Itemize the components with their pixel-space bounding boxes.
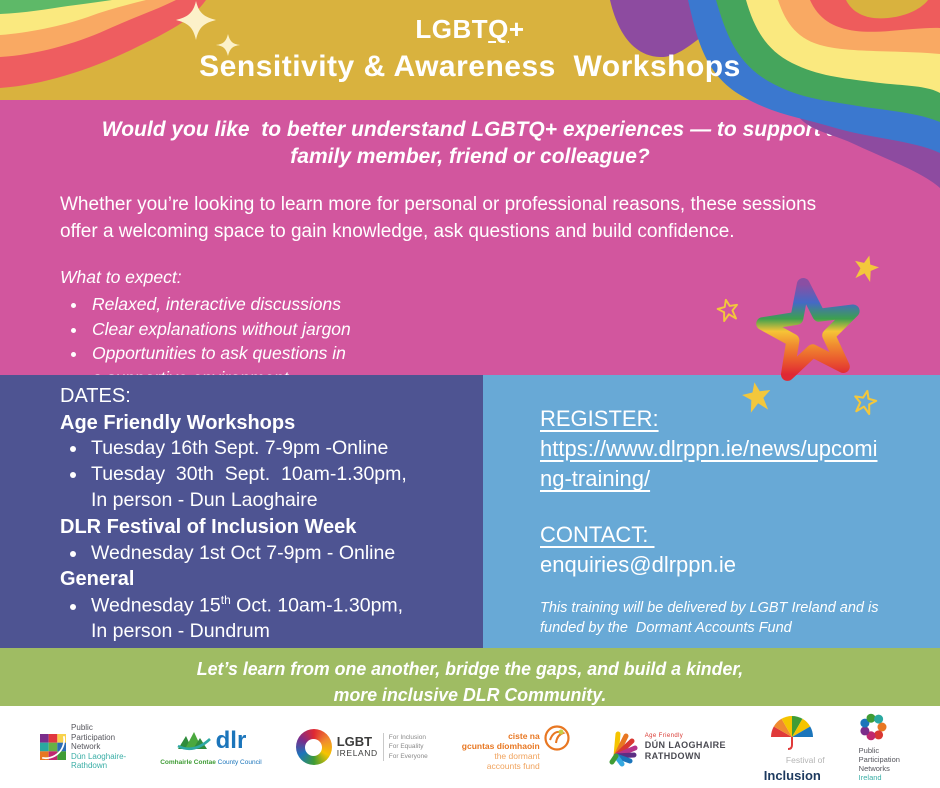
star-outline-icon [854,389,878,416]
dates-panel: DATES: Age Friendly Workshops Tuesday 16… [0,375,483,648]
star-icon [855,255,880,283]
dates-list: Wednesday 1st Oct 7-9pm - Online [60,541,483,567]
logo-age-friendly-dlr: Age Friendly DÚN LAOGHAIRE RATHDOWN [606,726,726,768]
register-label: REGISTER: [540,406,659,431]
age-friendly-fan-icon [609,731,638,767]
sparkle-icon [176,1,216,40]
page-subtitle: Sensitivity & Awareness Workshops [199,50,741,83]
contact-label: CONTACT: [540,522,655,548]
banner-line1: Let’s learn from one another, bridge the… [196,658,744,679]
dates-list: Tuesday 16th Sept. 7-9pm -Online Tuesday… [60,436,483,514]
logo-text: LGBT [336,734,373,750]
logo-text: dlr [215,727,247,755]
rainbow-wave-decoration [610,0,940,188]
expect-label: What to expect: [60,266,182,287]
logo-text: For Everyone [388,752,428,760]
logo-text: Rathdown [71,761,108,771]
ppn-swirl-icon [860,713,887,740]
logo-dormant-accounts-fund: ciste na gcuntas díomhaoin the dormant a… [462,723,572,772]
sparkle-icon [216,34,240,56]
ordinal-superscript: th [220,593,231,608]
logo-text: Comhairle Contae [160,759,216,766]
intro-description: Whether you’re looking to learn more for… [60,193,817,242]
dates-group-heading: Age Friendly Workshops [60,411,296,434]
rainbow-star-decoration [756,278,860,381]
logo-text: For Equality [388,743,424,751]
funding-note: This training will be delivered by LGBT … [540,599,879,636]
page-title: LGBTQ+ [415,14,525,44]
star-outline-icon [716,298,738,323]
list-item: Wednesday 1st Oct 7-9pm - Online [88,541,483,567]
logo-text: Participation [71,732,116,742]
logo-festival-of-inclusion: Festival of Inclusion [760,711,825,784]
logo-dlr-county-council: dlr Comhairle Contae County Council [160,728,262,766]
logo-text: For Inclusion [388,734,426,742]
list-item: Tuesday 16th Sept. 7-9pm -Online [88,436,483,462]
logo-text: ciste na [508,730,540,741]
logo-text: Inclusion [763,768,821,784]
logo-text: Public [858,745,880,755]
logo-text: County Council [215,759,262,766]
list-item: Wednesday 15th Oct. 10am-1.30pm, In pers… [88,593,483,645]
logo-text: the dormant [494,751,540,761]
partner-logos-footer: Public Participation Network Dún Laoghai… [0,706,940,788]
register-link[interactable]: https://www.dlrppn.ie/news/upcoming-trai… [540,435,878,492]
rainbow-arc-decoration [0,0,240,88]
logo-text: Festival of [785,754,825,765]
logo-ppn-dlr: Public Participation Network Dún Laoghai… [40,723,126,770]
logo-text: Ireland [858,772,882,782]
logo-text: Age Friendly [644,732,684,739]
underlined-q: Q [488,14,509,44]
ppn-mosaic-icon [40,734,67,760]
dates-list: Wednesday 15th Oct. 10am-1.30pm, In pers… [60,593,483,645]
umbrella-icon [771,715,814,750]
register-panel: REGISTER: https://www.dlrppn.ie/news/upc… [483,375,940,648]
divider [382,733,384,761]
header-band: LGBTQ+ Sensitivity & Awareness Workshops [0,0,940,188]
logo-text: DÚN LAOGHAIRE [644,739,726,750]
logo-text: gcuntas díomhaoin [461,740,540,751]
logo-text: IRELAND [336,748,378,759]
logo-text: Dún Laoghaire- [71,751,127,761]
dates-group-heading: General [60,568,135,591]
banner-line2: more inclusive DLR Community. [333,683,607,705]
dates-label: DATES: [60,385,131,407]
list-item: Relaxed, interactive discussions [88,292,940,317]
rainbow-ring-icon [295,729,332,765]
contact-email-link[interactable]: enquiries@dlrppn.ie [540,551,737,577]
dormant-fund-icon [544,725,570,751]
logo-text: RATHDOWN [644,750,701,761]
dlr-mountains-icon [177,732,211,751]
logo-text: Public [71,723,93,733]
logo-text: Networks [858,763,890,773]
list-item: Clear explanations without jargon [88,317,940,342]
list-item: Tuesday 30th Sept. 10am-1.30pm, In perso… [88,462,483,514]
logo-text: accounts fund [486,761,540,772]
dates-group-heading: DLR Festival of Inclusion Week [60,515,357,538]
intro-question: Would you like to better understand LGBT… [101,118,838,168]
closing-banner: Let’s learn from one another, bridge the… [0,648,940,706]
logo-ppn-ireland: Public Participation Networks Ireland [859,713,900,782]
logo-text: Network [71,742,101,752]
star-icon [742,382,771,413]
logo-lgbt-ireland: LGBT IRELAND For Inclusion For Equality … [295,729,428,765]
logo-text: Participation [858,754,900,764]
